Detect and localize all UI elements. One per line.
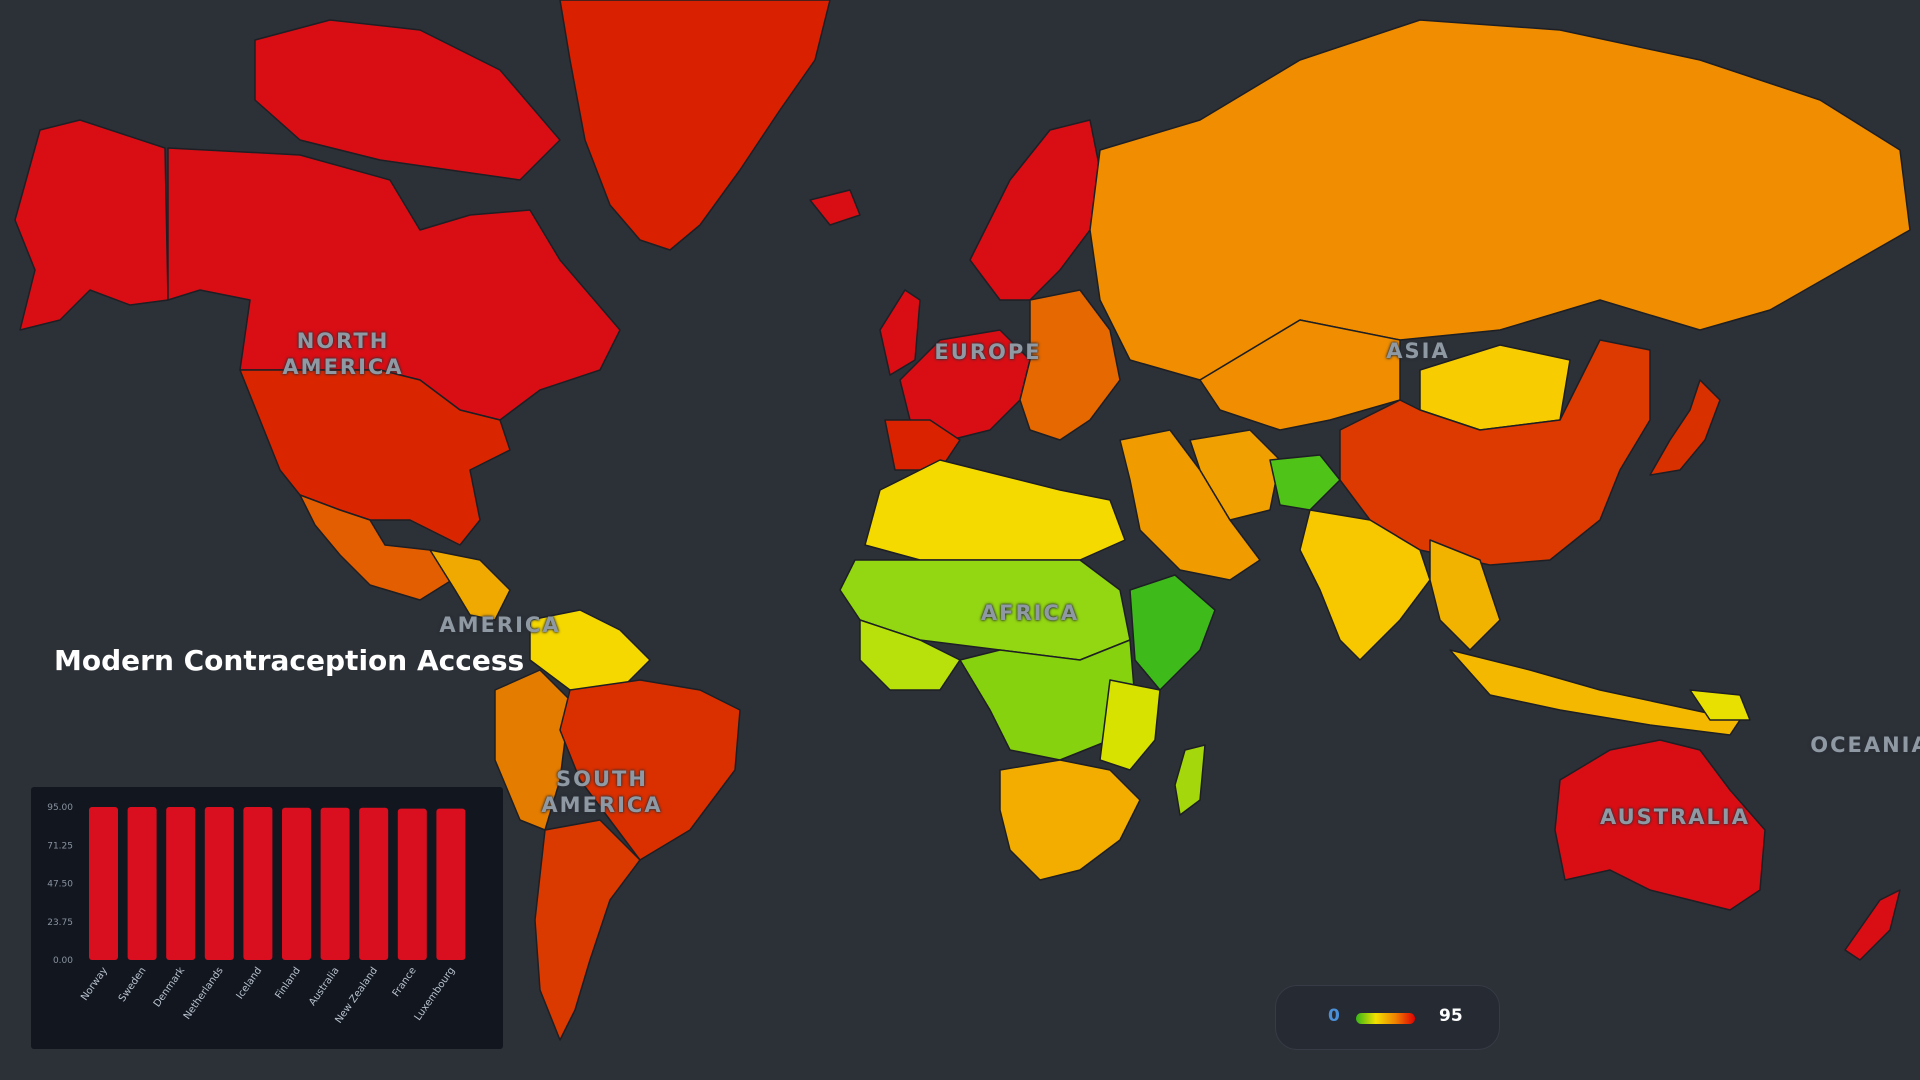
bar-australia[interactable]	[320, 807, 350, 960]
x-tick-label: Luxembourg	[413, 965, 458, 1022]
region-west-africa[interactable]	[859, 619, 961, 691]
continent-label: AUSTRALIA	[1600, 805, 1750, 829]
x-tick-label: New Zealand	[333, 965, 380, 1025]
map-title: Modern Contraception Access	[54, 644, 525, 677]
continent-label: SOUTH AMERICA	[541, 767, 663, 817]
continent-label: NORTH AMERICA	[282, 329, 404, 379]
region-east-africa[interactable]	[1099, 679, 1161, 771]
region-eastern-europe[interactable]	[1019, 289, 1121, 441]
x-tick-label: Denmark	[152, 965, 187, 1009]
region-uk[interactable]	[879, 289, 921, 376]
region-canada[interactable]	[167, 147, 621, 421]
bar-denmark[interactable]	[166, 807, 196, 960]
y-tick-label: 47.50	[47, 880, 73, 890]
color-legend: 0 95	[1275, 985, 1500, 1050]
region-southern-cone[interactable]	[534, 819, 641, 1041]
bar-new-zealand[interactable]	[359, 807, 389, 960]
region-russia[interactable]	[1089, 19, 1911, 381]
region-new-zealand[interactable]	[1844, 889, 1901, 961]
region-arctic-islands[interactable]	[254, 19, 561, 181]
region-north-africa[interactable]	[864, 459, 1126, 561]
region-central-america[interactable]	[429, 549, 511, 621]
region-middle-east[interactable]	[1119, 429, 1261, 581]
bar-france[interactable]	[397, 808, 427, 960]
x-tick-label: Sweden	[117, 965, 149, 1004]
region-papua[interactable]	[1689, 689, 1751, 721]
legend-gradient-bar	[1356, 1013, 1415, 1024]
continent-label: AMERICA	[439, 613, 561, 637]
region-iran[interactable]	[1189, 429, 1281, 521]
region-scandinavia[interactable]	[969, 119, 1101, 301]
region-andes[interactable]	[494, 669, 571, 831]
region-central-asia[interactable]	[1199, 319, 1401, 431]
region-indonesia[interactable]	[1449, 649, 1741, 736]
y-tick-label: 71.25	[47, 841, 73, 851]
region-australia[interactable]	[1554, 739, 1766, 911]
legend-max-value: 95	[1439, 1006, 1463, 1026]
region-horn-of-africa[interactable]	[1129, 574, 1216, 691]
y-tick-label: 0.00	[53, 956, 73, 966]
x-tick-label: Netherlands	[182, 965, 226, 1021]
region-madagascar[interactable]	[1174, 744, 1206, 816]
y-tick-label: 23.75	[47, 918, 73, 928]
region-southern-africa[interactable]	[999, 759, 1141, 881]
y-tick-label: 95.00	[47, 803, 73, 813]
bar-netherlands[interactable]	[204, 807, 234, 960]
continent-label: ASIA	[1386, 339, 1450, 363]
region-greenland[interactable]	[559, 0, 831, 251]
x-tick-label: France	[391, 965, 419, 999]
region-iberia[interactable]	[884, 419, 961, 471]
x-tick-label: Iceland	[235, 965, 265, 1001]
region-colombia-venezuela[interactable]	[529, 609, 651, 691]
region-usa[interactable]	[239, 369, 511, 546]
legend-min-value: 0	[1328, 1006, 1340, 1026]
bar-finland[interactable]	[282, 807, 311, 960]
chart-panel: 95.00 71.25 47.50 23.75 0.00 Norway Sweden Denm…	[31, 787, 503, 1049]
bar-norway[interactable]	[89, 807, 118, 960]
continent-label: EUROPE	[934, 340, 1042, 364]
region-brazil[interactable]	[559, 679, 741, 861]
region-iceland[interactable]	[809, 189, 861, 226]
region-india[interactable]	[1299, 509, 1431, 661]
bar-chart: 95.00 71.25 47.50 23.75 0.00 Norway Sweden Denm…	[47, 803, 466, 1026]
bar-luxembourg[interactable]	[436, 808, 466, 960]
region-southeast-asia[interactable]	[1429, 539, 1501, 651]
x-tick-label: Finland	[273, 965, 303, 1001]
x-tick-label: Norway	[79, 965, 110, 1002]
region-alaska[interactable]	[14, 119, 169, 331]
region-japan[interactable]	[1649, 379, 1721, 476]
region-afghanistan[interactable]	[1269, 454, 1341, 511]
x-tick-label: Australia	[307, 965, 341, 1008]
bar-sweden[interactable]	[127, 807, 157, 960]
bar-iceland[interactable]	[243, 807, 273, 960]
continent-label: OCEANIA	[1810, 733, 1920, 757]
continent-label: AFRICA	[980, 601, 1080, 625]
